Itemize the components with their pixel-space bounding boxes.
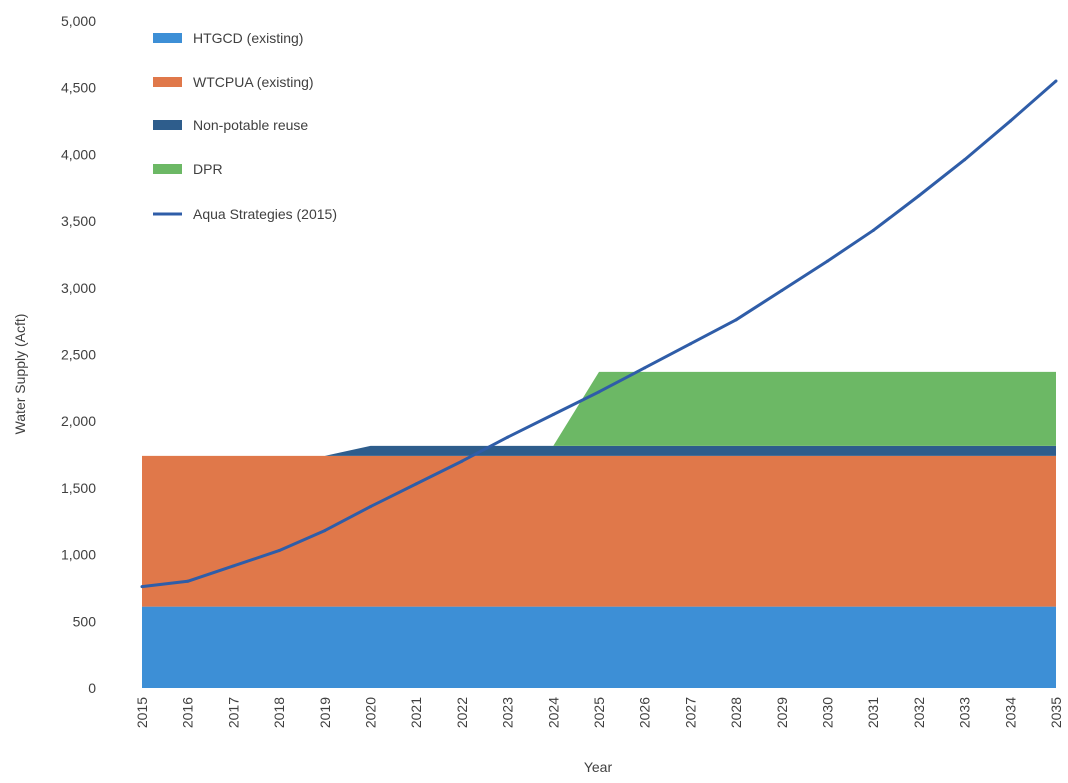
y-axis-title: Water Supply (Acft) xyxy=(12,314,28,435)
y-tick-label: 2,500 xyxy=(61,347,96,363)
legend-item-htgcd-existing: HTGCD (existing) xyxy=(153,30,303,46)
line-point xyxy=(323,529,327,533)
legend-label: WTCPUA (existing) xyxy=(193,74,314,90)
line-point xyxy=(963,158,967,162)
line-point xyxy=(1054,79,1058,83)
legend-item-non-potable-reuse: Non-potable reuse xyxy=(153,117,308,133)
x-tick-label: 2018 xyxy=(271,697,287,728)
x-tick-label: 2031 xyxy=(865,697,881,728)
y-tick-label: 1,500 xyxy=(61,480,96,496)
x-tick-label: 2016 xyxy=(180,697,196,728)
line-point xyxy=(186,579,190,583)
y-tick-label: 2,000 xyxy=(61,413,96,429)
line-point xyxy=(414,482,418,486)
line-point xyxy=(460,459,464,463)
area-non-potable-reuse xyxy=(142,445,1056,456)
x-tick-label: 2032 xyxy=(911,697,927,728)
y-tick-label: 5,000 xyxy=(61,13,96,29)
x-tick-label: 2028 xyxy=(728,697,744,728)
x-axis-title: Year xyxy=(584,759,613,775)
y-tick-label: 500 xyxy=(73,613,97,629)
area-wtcpua-existing xyxy=(142,455,1056,607)
x-tick-label: 2034 xyxy=(1002,697,1018,728)
legend-item-aqua-strategies-2015: Aqua Strategies (2015) xyxy=(153,206,337,222)
line-point xyxy=(277,549,281,553)
area-dpr xyxy=(142,371,1056,456)
line-layer xyxy=(140,79,1058,589)
x-tick-label: 2021 xyxy=(408,697,424,728)
line-point xyxy=(231,564,235,568)
x-tick-label: 2025 xyxy=(591,697,607,728)
legend-label: Non-potable reuse xyxy=(193,117,308,133)
x-tick-label: 2017 xyxy=(225,697,241,728)
legend-swatch xyxy=(153,164,182,174)
legend-swatch xyxy=(153,77,182,87)
legend-label: Aqua Strategies (2015) xyxy=(193,206,337,222)
line-point xyxy=(643,366,647,370)
x-tick-label: 2019 xyxy=(317,697,333,728)
area-htgcd-existing xyxy=(142,606,1056,688)
x-tick-label: 2023 xyxy=(500,697,516,728)
legend-item-wtcpua-existing: WTCPUA (existing) xyxy=(153,74,314,90)
legend-label: DPR xyxy=(193,161,223,177)
line-point xyxy=(551,413,555,417)
x-tick-label: 2027 xyxy=(682,697,698,728)
area-layers xyxy=(142,371,1056,688)
y-tick-label: 0 xyxy=(88,680,96,696)
line-point xyxy=(780,288,784,292)
line-point xyxy=(140,585,144,589)
y-tick-label: 3,500 xyxy=(61,213,96,229)
legend-swatch xyxy=(153,33,182,43)
x-tick-label: 2030 xyxy=(820,697,836,728)
y-axis-ticks: 0 500 1,000 1,500 2,000 2,500 3,000 3,500 4,000 4… xyxy=(61,13,96,696)
legend-swatch xyxy=(153,120,182,130)
line-point xyxy=(1008,119,1012,123)
x-tick-label: 2029 xyxy=(774,697,790,728)
y-tick-label: 4,500 xyxy=(61,80,96,96)
line-point xyxy=(734,318,738,322)
x-tick-label: 2026 xyxy=(637,697,653,728)
legend-label: HTGCD (existing) xyxy=(193,30,303,46)
x-axis-ticks: 2015 2016 2017 2018 2019 2020 2021 2022 2023 2024… xyxy=(134,697,1064,728)
line-point xyxy=(917,194,921,198)
x-tick-label: 2035 xyxy=(1048,697,1064,728)
y-tick-label: 3,000 xyxy=(61,280,96,296)
line-point xyxy=(506,435,510,439)
line-point xyxy=(369,505,372,509)
line-point xyxy=(597,390,601,394)
x-tick-label: 2015 xyxy=(134,697,150,728)
x-tick-label: 2033 xyxy=(957,697,973,728)
line-point xyxy=(826,259,829,263)
line-point xyxy=(688,342,692,346)
y-tick-label: 4,000 xyxy=(61,146,96,162)
line-point xyxy=(871,228,875,232)
legend-item-dpr: DPR xyxy=(153,161,223,177)
y-tick-label: 1,000 xyxy=(61,547,96,563)
x-tick-label: 2020 xyxy=(363,697,379,728)
legend: HTGCD (existing) WTCPUA (existing) Non-pot… xyxy=(153,30,337,222)
x-tick-label: 2022 xyxy=(454,697,470,728)
x-tick-label: 2024 xyxy=(545,697,561,728)
